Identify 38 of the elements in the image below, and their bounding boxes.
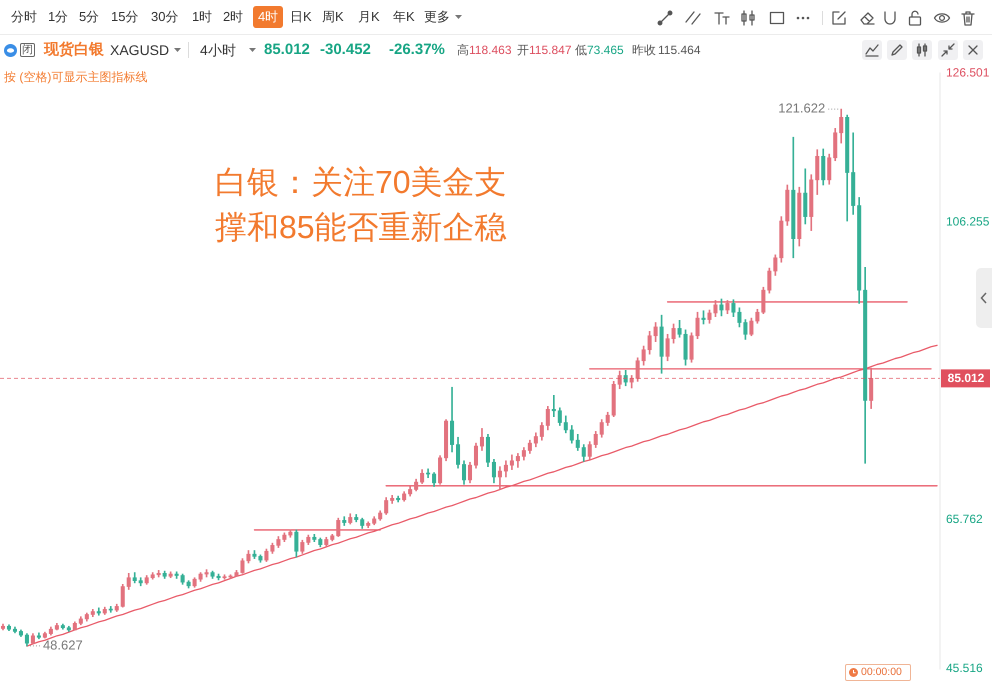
y-tick-label: 45.516: [946, 661, 984, 676]
text: 周K: [322, 8, 344, 26]
text: 年K: [393, 8, 415, 26]
ref-line-label: 85.012: [948, 371, 985, 386]
text: 4小时: [200, 41, 236, 60]
text: 15分: [111, 8, 138, 26]
y-tick-label: 65.762: [946, 512, 984, 526]
text: 更多: [424, 8, 450, 26]
text: 开: [517, 42, 529, 59]
text: 高: [457, 42, 469, 59]
text: 5分: [79, 8, 100, 26]
text: 闭: [20, 43, 35, 57]
text: 118.463: [469, 42, 512, 59]
text: 日K: [290, 8, 312, 26]
text: -26.37%: [389, 40, 445, 60]
annotation: 按 (空格)可显示主图指标线: [4, 70, 148, 85]
text: 昨收: [632, 42, 656, 59]
text: 30分: [151, 8, 178, 26]
text: 73.465: [587, 42, 624, 59]
y-tick-label: 106.255: [946, 214, 990, 228]
text: 85.012: [264, 40, 310, 60]
text: 分时: [11, 8, 37, 26]
text: XAGUSD: [110, 41, 170, 60]
annotation: 121.622: [778, 100, 826, 116]
text: 4时: [253, 6, 284, 28]
annotation: 48.627: [42, 638, 83, 652]
text: 月K: [358, 8, 380, 26]
text: -30.452: [320, 40, 371, 60]
text: 2时: [223, 8, 244, 26]
text: 现货白银: [44, 40, 104, 60]
text: 1时: [192, 8, 212, 26]
annotation: 00:00:00: [845, 664, 911, 681]
text: 白银：关注70美金支撑和85能否重新企稳: [215, 163, 508, 247]
text: 115.847: [529, 42, 572, 59]
y-tick-label: 126.501: [946, 66, 990, 80]
text: 低: [575, 42, 587, 59]
text: 1分: [48, 8, 68, 26]
text: 115.464: [658, 42, 700, 59]
